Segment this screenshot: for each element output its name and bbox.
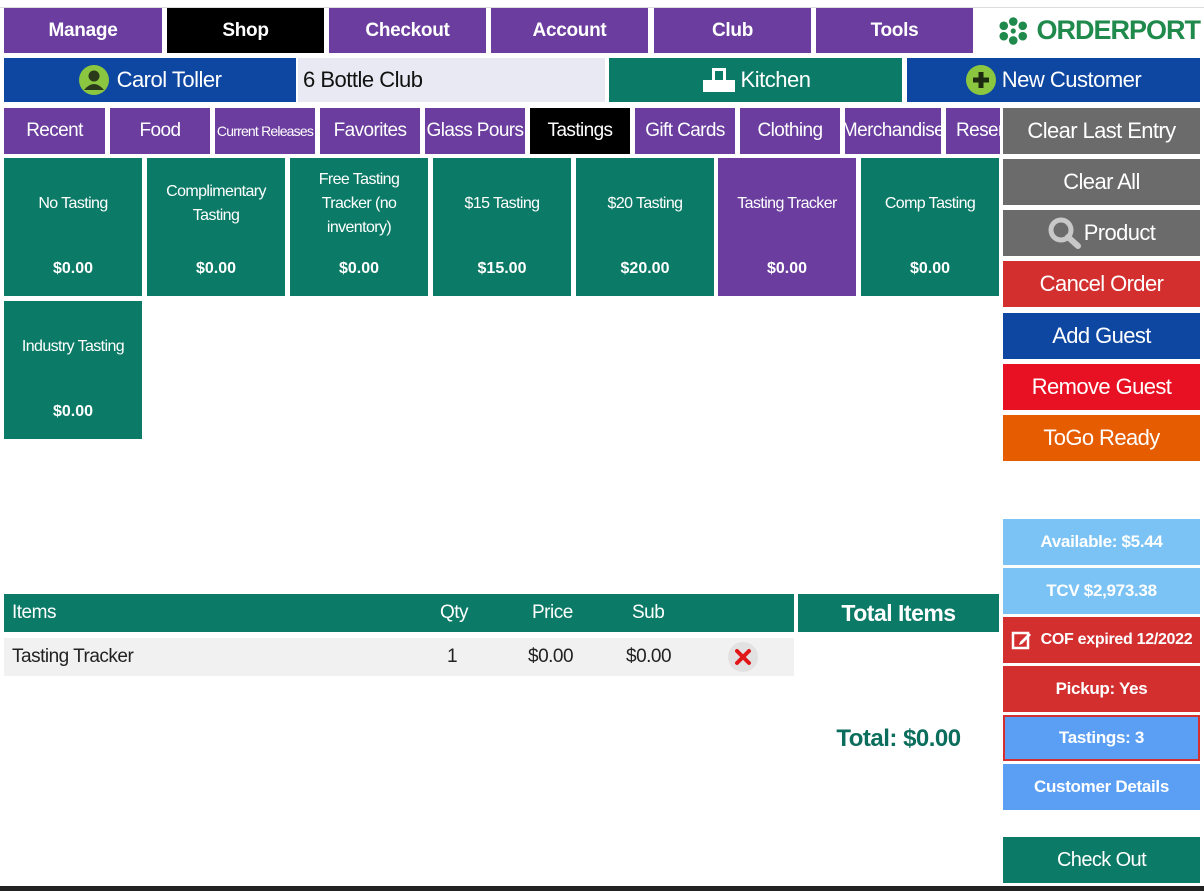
nav-tab-tools[interactable]: Tools: [816, 8, 973, 53]
category-tab-clothing[interactable]: Clothing: [740, 108, 840, 154]
row-qty: 1: [447, 646, 458, 667]
togo-ready-button[interactable]: ToGo Ready: [1003, 415, 1200, 461]
new-customer-button[interactable]: New Customer: [907, 58, 1200, 102]
product-price: $15.00: [477, 260, 527, 277]
product-name: Tasting Tracker: [737, 195, 837, 212]
product-tile[interactable]: $20 Tasting $20.00: [576, 158, 714, 296]
plus-circle-icon: [965, 65, 996, 95]
cof-expired-label: COF expired 12/2022: [1040, 631, 1193, 648]
club-membership: 6 Bottle Club: [298, 58, 605, 102]
category-tab-merchandise[interactable]: Merchandise: [842, 108, 945, 154]
orderport-logo: ORDERPORT: [996, 8, 1201, 53]
price-column-header: Price: [532, 602, 573, 623]
flower-icon: [999, 16, 1028, 45]
pickup-button[interactable]: Pickup: Yes: [1003, 666, 1200, 712]
product-price: $0.00: [52, 260, 94, 277]
kitchen-icon: [702, 68, 735, 92]
cancel-order-button[interactable]: Cancel Order: [1003, 261, 1200, 307]
category-tab-tastings[interactable]: Tastings: [530, 108, 630, 154]
product-tile[interactable]: $15 Tasting $15.00: [433, 158, 571, 296]
club-name: 6 Bottle Club: [303, 67, 423, 92]
product-search-label: Product: [1083, 220, 1156, 245]
category-tab-reserve-label: Reserv: [956, 120, 1000, 141]
tcv-badge[interactable]: TCV $2,973.38: [1003, 568, 1200, 614]
category-tab-favorites[interactable]: Favorites: [320, 108, 420, 154]
product-price: $0.00: [909, 260, 951, 277]
new-customer-label: New Customer: [1001, 67, 1142, 92]
category-tab-food[interactable]: Food: [110, 108, 210, 154]
product-name: $15 Tasting: [464, 195, 541, 212]
product-price: $0.00: [766, 260, 808, 277]
product-tile[interactable]: Comp Tasting $0.00: [861, 158, 999, 296]
product-tile[interactable]: Complimentary Tasting $0.00: [147, 158, 285, 296]
kitchen-button[interactable]: Kitchen: [609, 58, 902, 102]
product-price: $0.00: [52, 403, 94, 420]
search-icon: [1048, 217, 1081, 249]
delete-icon: [728, 642, 758, 672]
product-name: Comp Tasting: [884, 195, 976, 212]
product-name: $20 Tasting: [607, 195, 684, 212]
category-tab-gift-cards[interactable]: Gift Cards: [635, 108, 735, 154]
brand-name: ORDERPORT: [1036, 15, 1201, 45]
kitchen-label: Kitchen: [740, 67, 811, 92]
clear-all-button[interactable]: Clear All: [1003, 159, 1200, 205]
tastings-count-button[interactable]: Tastings: 3: [1003, 715, 1200, 761]
product-price: $0.00: [195, 260, 237, 277]
add-guest-button[interactable]: Add Guest: [1003, 313, 1200, 359]
row-sub: $0.00: [626, 646, 672, 667]
available-credit-badge[interactable]: Available: $5.44: [1003, 519, 1200, 565]
customer-name: Carol Toller: [116, 67, 222, 92]
screen-bottom-edge: [0, 886, 1204, 891]
product-name: Industry Tasting: [21, 338, 125, 355]
remove-item-button[interactable]: [728, 638, 758, 676]
product-name: No Tasting: [38, 195, 108, 212]
nav-tab-club[interactable]: Club: [654, 8, 811, 53]
category-tab-recent[interactable]: Recent: [4, 108, 105, 154]
product-price: $20.00: [620, 260, 670, 277]
sub-column-header: Sub: [632, 602, 665, 623]
customer-details-button[interactable]: Customer Details: [1003, 764, 1200, 810]
customer-button[interactable]: Carol Toller: [4, 58, 296, 102]
product-name: Free Tasting Tracker (no inventory): [318, 171, 400, 236]
product-tile[interactable]: No Tasting $0.00: [4, 158, 142, 296]
user-avatar-icon: [78, 65, 109, 95]
product-name: Complimentary Tasting: [166, 183, 266, 224]
category-tab-current-releases[interactable]: Current Releases: [215, 108, 315, 154]
nav-tab-checkout[interactable]: Checkout: [329, 8, 486, 53]
product-search-button[interactable]: Product: [1003, 210, 1200, 256]
remove-guest-button[interactable]: Remove Guest: [1003, 364, 1200, 410]
cof-expired-button[interactable]: COF expired 12/2022: [1003, 617, 1200, 663]
qty-column-header: Qty: [440, 602, 469, 623]
row-price: $0.00: [528, 646, 574, 667]
nav-tab-shop[interactable]: Shop: [167, 8, 324, 53]
order-total: Total: $0.00: [836, 725, 961, 752]
nav-tab-manage[interactable]: Manage: [4, 8, 162, 53]
table-row[interactable]: Tasting Tracker 1 $0.00 $0.00: [4, 638, 794, 676]
total-items-header: Total Items: [798, 594, 999, 632]
row-item-name: Tasting Tracker: [12, 646, 134, 667]
items-table-header: Items Qty Price Sub: [4, 594, 794, 632]
product-tile[interactable]: Free Tasting Tracker (no inventory) $0.0…: [290, 158, 428, 296]
items-column-header: Items: [12, 602, 56, 623]
product-price: $0.00: [338, 260, 380, 277]
product-tile[interactable]: Tasting Tracker $0.00: [718, 158, 856, 296]
product-tile[interactable]: Industry Tasting $0.00: [4, 301, 142, 439]
edit-icon: [1011, 631, 1031, 650]
clear-last-entry-button[interactable]: Clear Last Entry: [1003, 108, 1200, 154]
top-strip: [0, 0, 1204, 8]
category-tab-reserve[interactable]: Reserv: [946, 108, 1000, 154]
category-tab-glass-pours[interactable]: Glass Pours: [425, 108, 525, 154]
nav-tab-account[interactable]: Account: [491, 8, 648, 53]
check-out-button[interactable]: Check Out: [1003, 837, 1200, 883]
